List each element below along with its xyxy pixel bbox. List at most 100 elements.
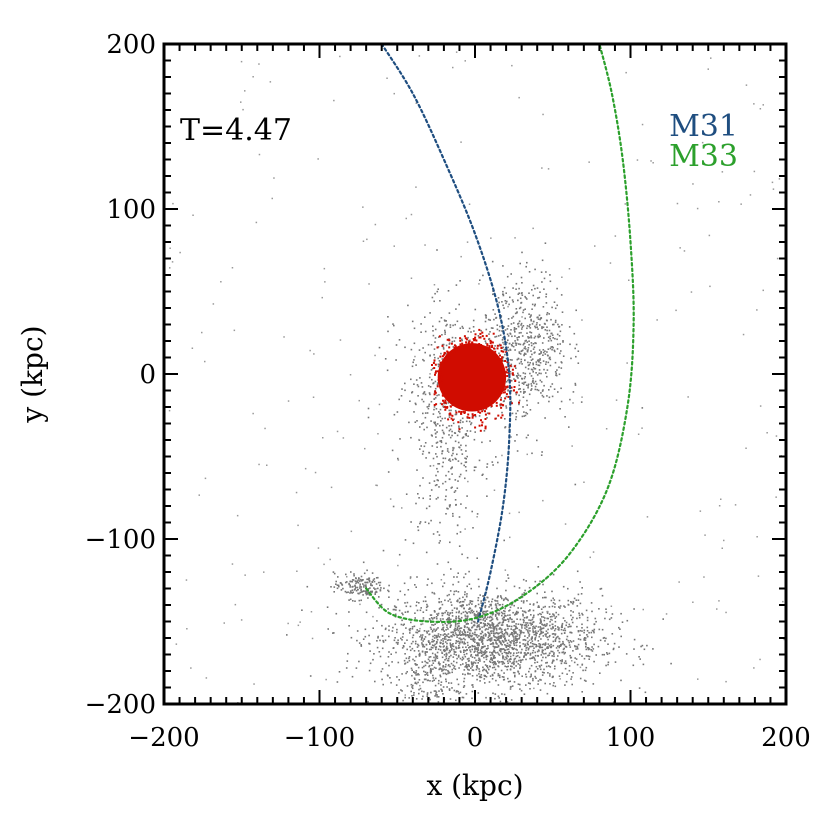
particle-point	[503, 693, 506, 696]
particle-point	[475, 668, 478, 671]
particle-point	[478, 673, 480, 675]
particle-point	[542, 656, 544, 659]
red-particle-point	[444, 362, 447, 365]
red-particle-point	[465, 338, 468, 341]
particle-point	[445, 426, 448, 429]
particle-point	[495, 335, 498, 338]
particle-point	[367, 593, 369, 595]
particle-point	[526, 325, 529, 327]
y-tick-label: −100	[85, 525, 156, 555]
particle-point	[360, 645, 363, 647]
particle-point	[477, 646, 479, 649]
particle-point	[595, 620, 597, 623]
particle-point	[500, 596, 502, 598]
particle-point	[534, 335, 537, 338]
background-particle	[405, 217, 407, 220]
particle-point	[652, 648, 654, 650]
particle-point	[442, 424, 444, 427]
particle-point	[484, 633, 487, 635]
particle-point	[575, 309, 577, 312]
background-particle	[424, 244, 426, 246]
particle-point	[437, 288, 439, 290]
particle-point	[429, 642, 431, 644]
red-particle-point	[441, 344, 444, 347]
particle-point	[395, 684, 398, 686]
particle-point	[504, 597, 507, 599]
particle-point	[484, 682, 486, 684]
particle-point	[364, 590, 366, 592]
red-particle-point	[435, 403, 438, 406]
particle-point	[463, 649, 465, 652]
particle-point	[367, 578, 369, 580]
particle-point	[511, 604, 513, 606]
x-tick-label: 200	[761, 723, 811, 753]
particle-point	[491, 598, 494, 600]
particle-point	[458, 633, 461, 636]
particle-point	[431, 631, 434, 633]
particle-point	[475, 654, 478, 657]
background-particle	[419, 627, 421, 630]
particle-point	[411, 647, 414, 650]
background-particle	[324, 281, 326, 283]
particle-point	[519, 306, 522, 309]
particle-point	[429, 626, 432, 629]
particle-point	[427, 385, 430, 387]
particle-point	[449, 590, 452, 592]
particle-point	[426, 412, 429, 414]
particle-point	[489, 675, 492, 677]
particle-point	[436, 441, 439, 444]
particle-point	[453, 653, 456, 655]
particle-point	[459, 641, 461, 643]
particle-point	[431, 641, 433, 643]
particle-point	[470, 653, 473, 656]
background-particle	[542, 499, 544, 502]
background-particle	[725, 611, 727, 614]
particle-point	[529, 323, 531, 326]
particle-point	[537, 335, 539, 337]
particle-point	[511, 685, 514, 687]
particle-point	[440, 681, 443, 683]
particle-point	[439, 675, 442, 678]
particle-point	[585, 680, 587, 682]
particle-point	[530, 318, 532, 321]
particle-point	[362, 638, 365, 640]
particle-point	[482, 637, 484, 639]
particle-point	[459, 637, 461, 640]
particle-point	[471, 634, 473, 637]
background-particle	[397, 564, 399, 567]
particle-point	[448, 459, 450, 461]
particle-point	[447, 633, 450, 635]
particle-point	[525, 625, 527, 627]
particle-point	[471, 626, 473, 629]
particle-point	[513, 658, 516, 660]
particle-point	[396, 676, 398, 678]
particle-point	[477, 642, 479, 644]
particle-point	[349, 580, 351, 583]
particle-point	[438, 597, 440, 600]
particle-point	[515, 632, 517, 634]
particle-point	[579, 653, 581, 656]
particle-point	[545, 363, 547, 365]
particle-point	[462, 686, 465, 688]
particle-point	[463, 653, 466, 656]
red-particle-point	[485, 334, 488, 337]
particle-point	[448, 338, 450, 340]
particle-point	[530, 319, 532, 322]
particle-point	[548, 644, 551, 647]
particle-point	[342, 587, 344, 590]
background-particle	[528, 639, 531, 641]
particle-point	[514, 657, 517, 660]
particle-point	[492, 663, 495, 666]
particle-point	[557, 343, 559, 346]
particle-point	[481, 630, 483, 633]
red-particle-point	[471, 341, 474, 344]
particle-point	[434, 423, 437, 426]
particle-point	[547, 638, 549, 641]
background-particle	[665, 613, 668, 615]
particle-point	[489, 654, 492, 657]
particle-point	[540, 627, 542, 629]
particle-point	[444, 611, 446, 614]
particle-point	[489, 319, 491, 321]
particle-point	[542, 635, 545, 637]
particle-point	[515, 623, 517, 625]
